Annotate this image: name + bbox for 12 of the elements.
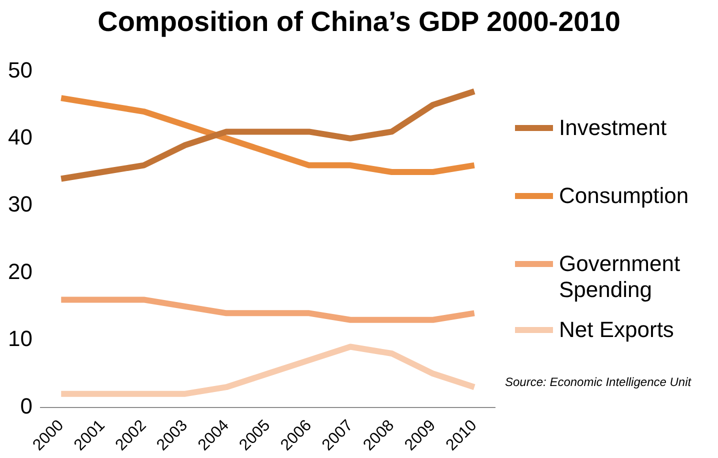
y-tick-label: 40 [8,124,32,150]
legend-label: Net Exports [559,317,675,343]
legend-label: Government Spending [559,251,682,303]
legend-label: Consumption [559,183,690,209]
y-tick-label: 10 [8,326,32,352]
y-tick-label: 30 [8,192,32,217]
y-tick-label: 0 [20,393,32,418]
y-tick-label: 20 [8,258,32,284]
chart-title: Composition of China’s GDP 2000-2010 [96,6,622,38]
y-tick-label: 50 [8,57,32,82]
legend-label: Investment [559,115,668,141]
source-note: Source: Economic Intelligence Unit [505,375,692,389]
